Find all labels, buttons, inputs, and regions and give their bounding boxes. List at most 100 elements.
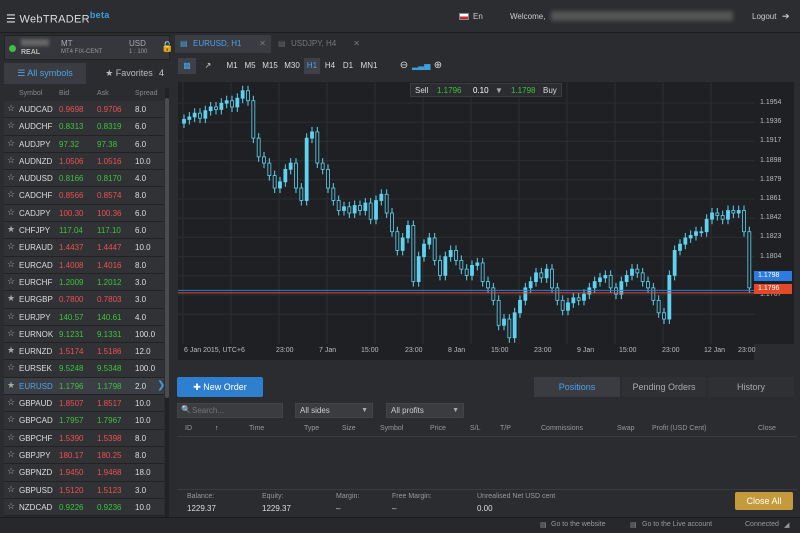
symbol-row[interactable]: ☆ CADCHF 0.8566 0.8574 8.0 (4, 187, 164, 205)
search-input[interactable] (177, 403, 283, 418)
line-chart-type-icon[interactable]: ↗ (204, 61, 212, 70)
timeframe-d1-button[interactable]: D1 (342, 61, 354, 70)
timeframe-mn1-button[interactable]: MN1 (360, 61, 378, 70)
col-id[interactable]: ID (185, 425, 192, 432)
close-icon[interactable]: ✕ (259, 39, 266, 48)
symbol-row[interactable]: ☆ AUDCHF 0.8313 0.8319 6.0 (4, 118, 164, 136)
symbol-row[interactable]: ☆ EURJPY 140.57 140.61 4.0 (4, 308, 164, 326)
star-outline-icon[interactable]: ☆ (7, 206, 16, 217)
symbol-row[interactable]: ☆ GBPCAD 1.7957 1.7967 10.0 (4, 412, 164, 430)
symbol-row[interactable]: ☆ EURSEK 9.5248 9.5348 100.0 (4, 360, 164, 378)
symbol-row[interactable]: ☆ GBPUSD 1.5120 1.5123 3.0 (4, 481, 164, 499)
chart-tab-usdjpy[interactable]: ▤ USDJPY, H4 ✕ (273, 35, 365, 53)
bar-chart-type-icon[interactable]: ▩ (178, 58, 196, 74)
star-outline-icon[interactable]: ☆ (7, 258, 16, 269)
star-outline-icon[interactable]: ☆ (7, 327, 16, 338)
account-selector[interactable]: REAL MT MT4 FIX-CENT USD 1 : 100 🔓 (4, 35, 174, 60)
symbol-row[interactable]: ☆ GBPJPY 180.17 180.25 8.0 (4, 446, 164, 465)
symbol-row[interactable]: ☆ GBPNZD 1.9450 1.9468 18.0 (4, 464, 164, 482)
star-filled-icon[interactable]: ★ (7, 293, 16, 304)
symbol-row[interactable]: ☆ GBPAUD 1.8507 1.8517 10.0 (4, 395, 164, 413)
symbol-row[interactable]: ★ EURGBP 0.7800 0.7803 3.0 (4, 291, 164, 309)
symbol-row[interactable]: ☆ EURCAD 1.4008 1.4016 8.0 (4, 256, 164, 274)
col-close[interactable]: Close (758, 425, 776, 432)
zoom-in-icon[interactable]: ⊕ (433, 60, 443, 71)
timeframe-m1-button[interactable]: M1 (226, 61, 238, 70)
symbol-row[interactable]: ★ EURUSD 1.1796 1.1798 2.0 ❯ (4, 377, 166, 396)
price-chart[interactable] (178, 82, 754, 344)
live-account-link[interactable]: Go to the Live account (642, 521, 713, 528)
timeframe-m5-button[interactable]: M5 (244, 61, 256, 70)
symbol-row[interactable]: ☆ EURNOK 9.1231 9.1331 100.0 (4, 325, 164, 344)
symbol-row[interactable]: ☆ NZDCAD 0.9226 0.9236 10.0 (4, 498, 164, 517)
col-commissions[interactable]: Commissions (541, 425, 584, 432)
lot-size[interactable]: 0.10 (473, 86, 489, 95)
col-tp[interactable]: T/P (500, 425, 511, 432)
star-filled-icon[interactable]: ★ (7, 345, 16, 356)
language-selector[interactable]: En (459, 12, 483, 21)
sell-button[interactable]: Sell (415, 86, 429, 95)
star-outline-icon[interactable]: ☆ (7, 500, 16, 511)
star-outline-icon[interactable]: ☆ (7, 466, 16, 477)
star-outline-icon[interactable]: ☆ (7, 275, 16, 286)
symbol-row[interactable]: ☆ EURAUD 1.4437 1.4447 10.0 (4, 239, 164, 257)
chevron-right-icon[interactable]: ❯ (157, 379, 166, 391)
close-all-button[interactable]: Close All (735, 492, 793, 510)
star-outline-icon[interactable]: ☆ (7, 310, 16, 321)
tab-all-symbols[interactable]: ☰ All symbols (4, 63, 86, 84)
tab-pending-orders[interactable]: Pending Orders (622, 377, 706, 397)
star-outline-icon[interactable]: ☆ (7, 137, 16, 148)
star-outline-icon[interactable]: ☆ (7, 414, 16, 425)
symbol-row[interactable]: ☆ CADJPY 100.30 100.36 6.0 (4, 204, 164, 223)
col-bid[interactable]: Bid (59, 90, 70, 97)
lot-dropdown-icon[interactable]: ▼ (495, 86, 503, 95)
logout-link[interactable]: Logout (752, 12, 777, 21)
star-outline-icon[interactable]: ☆ (7, 431, 16, 442)
star-outline-icon[interactable]: ☆ (7, 189, 16, 200)
col-time[interactable]: Time (249, 425, 265, 432)
col-profit[interactable]: Profit (USD Cent) (652, 425, 707, 432)
col-size[interactable]: Size (342, 425, 356, 432)
profits-filter-select[interactable]: All profits ▼ (386, 403, 464, 418)
star-outline-icon[interactable]: ☆ (7, 241, 16, 252)
sort-arrow-icon[interactable]: ↑ (215, 425, 219, 432)
col-symbol[interactable]: Symbol (380, 425, 404, 432)
star-outline-icon[interactable]: ☆ (7, 362, 16, 373)
timeframe-h4-button[interactable]: H4 (324, 61, 336, 70)
col-type[interactable]: Type (304, 425, 320, 432)
symbol-row[interactable]: ★ CHFJPY 117.04 117.10 6.0 (4, 222, 164, 240)
symbol-row[interactable]: ☆ AUDCAD 0.9698 0.9706 8.0 (4, 101, 164, 119)
close-icon[interactable]: ✕ (353, 39, 360, 48)
star-filled-icon[interactable]: ★ (7, 379, 16, 390)
tab-favorites[interactable]: ★ Favorites 4 (88, 63, 170, 84)
tab-positions[interactable]: Positions (534, 377, 620, 397)
symbol-row[interactable]: ☆ AUDNZD 1.0506 1.0516 10.0 (4, 152, 164, 171)
tab-history[interactable]: History (708, 377, 794, 397)
symbol-row[interactable]: ☆ GBPCHF 1.5390 1.5398 8.0 (4, 429, 164, 447)
timeframe-h1-button[interactable]: H1 (304, 58, 320, 74)
col-symbol[interactable]: Symbol (19, 90, 43, 97)
website-link[interactable]: Go to the website (551, 521, 606, 528)
col-swap[interactable]: Swap (617, 425, 635, 432)
col-spread[interactable]: Spread (135, 90, 158, 97)
buy-price[interactable]: 1.1798 (511, 86, 536, 95)
star-outline-icon[interactable]: ☆ (7, 483, 16, 494)
col-ask[interactable]: Ask (97, 90, 109, 97)
new-order-button[interactable]: ✚ New Order (177, 377, 263, 397)
symbol-row[interactable]: ☆ EURCHF 1.2009 1.2012 3.0 (4, 273, 164, 292)
col-price[interactable]: Price (430, 425, 446, 432)
star-outline-icon[interactable]: ☆ (7, 154, 16, 165)
symbol-row[interactable]: ★ EURNZD 1.5174 1.5186 12.0 (4, 343, 164, 361)
symbol-row[interactable]: ☆ AUDUSD 0.8166 0.8170 4.0 (4, 170, 164, 188)
timeframe-m30-button[interactable]: M30 (284, 61, 300, 70)
sell-price[interactable]: 1.1796 (437, 86, 462, 95)
star-outline-icon[interactable]: ☆ (7, 172, 16, 183)
star-outline-icon[interactable]: ☆ (7, 120, 16, 131)
star-outline-icon[interactable]: ☆ (7, 103, 16, 113)
logout-icon[interactable]: ➔ (782, 11, 790, 21)
star-outline-icon[interactable]: ☆ (7, 397, 16, 408)
symbol-scroll-thumb[interactable] (165, 98, 169, 398)
lock-icon[interactable]: 🔓 (161, 42, 174, 53)
symbol-row[interactable]: ☆ AUDJPY 97.32 97.38 6.0 (4, 135, 164, 153)
timeframe-m15-button[interactable]: M15 (262, 61, 278, 70)
